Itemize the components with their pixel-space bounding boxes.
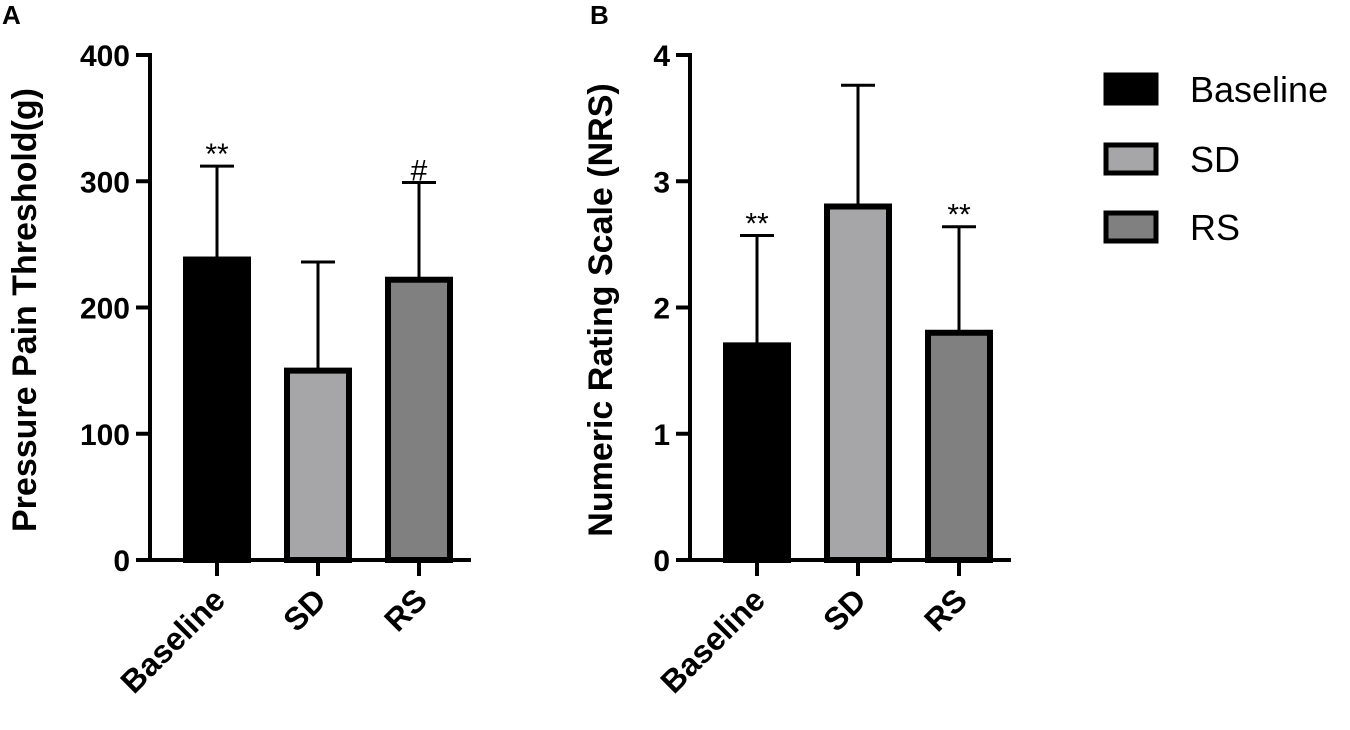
panel-a-y-tick-label: 100 — [80, 419, 130, 452]
panel-a-y-tick-label: 400 — [80, 40, 130, 73]
legend-swatch-sd — [1103, 142, 1159, 176]
legend-label-baseline: Baseline — [1190, 69, 1328, 110]
panel-a-x-tick-label-baseline: Baseline — [113, 581, 232, 700]
panel-b-y-tick-label: 4 — [653, 40, 670, 73]
legend-entry-baseline: Baseline — [1103, 69, 1328, 110]
panel-a-y-axis-title: Pressure Pain Threshold(g) — [6, 88, 44, 532]
panel-a-y-axis: 0 100 200 300 400 — [80, 40, 152, 578]
panel-b: B Numeric Rating Scale (NRS) 0 1 2 3 4 Basel… — [582, 0, 1011, 700]
panel-b-y-axis: 0 1 2 3 4 — [653, 40, 692, 578]
panel-b-y-tick-label: 2 — [653, 293, 670, 326]
panel-b-bar-sd — [824, 203, 892, 563]
panel-a-annotation-rs: # — [411, 155, 428, 188]
legend: Baseline SD RS — [1103, 69, 1328, 248]
legend-entry-rs: RS — [1103, 207, 1240, 248]
panel-a-x-tick-label-sd: SD — [276, 581, 333, 638]
panel-a-bar-sd — [284, 367, 352, 563]
panel-b-annotation-rs: ** — [947, 199, 971, 232]
panel-b-x-tick-label-rs: RS — [917, 581, 974, 638]
panel-b-x-axis: Baseline SD RS — [653, 558, 1011, 700]
panel-b-x-tick-label-baseline: Baseline — [653, 581, 772, 700]
panel-a-bar-rs — [385, 276, 453, 563]
panel-a-bars: ** # — [183, 138, 453, 563]
panel-b-bar-rs — [925, 329, 993, 563]
panel-b-y-tick-label: 0 — [653, 545, 670, 578]
panel-a-y-tick-label: 0 — [113, 545, 130, 578]
legend-swatch-rs — [1103, 210, 1159, 244]
panel-a: A Pressure Pain Threshold(g) 0 100 200 300 4… — [2, 0, 471, 700]
legend-swatch-baseline — [1103, 72, 1159, 106]
legend-label-rs: RS — [1190, 207, 1240, 248]
panel-b-y-tick-label: 3 — [653, 166, 670, 199]
panel-a-y-tick-label: 300 — [80, 166, 130, 199]
panel-a-x-tick-label-rs: RS — [377, 581, 434, 638]
panel-b-y-tick-label: 1 — [653, 419, 670, 452]
panel-b-annotation-baseline: ** — [745, 208, 769, 241]
panel-b-letter: B — [590, 0, 609, 30]
panel-b-y-axis-title: Numeric Rating Scale (NRS) — [582, 83, 620, 536]
legend-label-sd: SD — [1190, 139, 1240, 180]
panel-a-y-tick-label: 200 — [80, 293, 130, 326]
panel-a-bar-baseline — [183, 256, 251, 563]
panel-a-x-axis: Baseline SD RS — [113, 558, 471, 700]
panel-a-annotation-baseline: ** — [205, 138, 229, 171]
panel-a-letter: A — [2, 0, 21, 30]
panel-b-bars: ** ** — [723, 83, 993, 563]
panel-b-x-tick-label-sd: SD — [816, 581, 873, 638]
legend-entry-sd: SD — [1103, 139, 1240, 180]
panel-b-bar-baseline — [723, 342, 791, 563]
